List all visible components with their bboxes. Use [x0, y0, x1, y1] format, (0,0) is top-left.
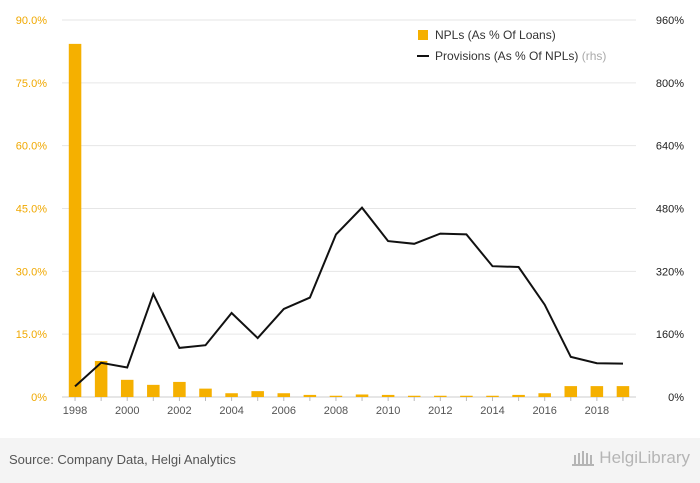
- npl-bar: [564, 386, 578, 397]
- x-tick-label: 2004: [219, 405, 243, 417]
- legend-label-npls: NPLs (As % Of Loans): [435, 28, 556, 42]
- x-tick-label: 2008: [324, 405, 348, 417]
- right-tick-label: 800%: [656, 78, 684, 90]
- npl-bar: [199, 388, 212, 397]
- npl-bar: [68, 43, 82, 397]
- npl-bar: [434, 395, 447, 397]
- npl-bar: [94, 360, 108, 397]
- footer: Source: Company Data, Helgi Analytics He…: [0, 438, 700, 483]
- npl-bar: [616, 386, 630, 397]
- provisions-line: [74, 206, 624, 388]
- left-axis: 0% 15.0% 30.0% 45.0% 60.0% 75.0% 90.0%: [16, 15, 47, 404]
- npl-bar: [381, 394, 395, 397]
- x-tick-label: 1998: [63, 405, 87, 417]
- legend-label-provisions: Provisions (As % Of NPLs) (rhs): [435, 49, 606, 63]
- x-tick-label: 2014: [480, 405, 504, 417]
- x-tick-label: 2002: [167, 405, 191, 417]
- npl-bar: [303, 394, 317, 397]
- right-axis: 0% 160% 320% 480% 640% 800% 960%: [656, 15, 684, 404]
- chart: 0% 15.0% 30.0% 45.0% 60.0% 75.0% 90.0% 0% 160% 3…: [16, 15, 684, 417]
- npl-bar: [460, 395, 473, 397]
- right-tick-label: 960%: [656, 15, 684, 27]
- npl-bar: [225, 393, 238, 397]
- left-tick-label: 75.0%: [16, 78, 47, 90]
- npl-bar: [120, 379, 134, 397]
- legend: NPLs (As % Of Loans) Provisions (As % Of…: [417, 28, 606, 63]
- npl-bars: [68, 43, 630, 397]
- library-icon: [572, 451, 595, 466]
- right-tick-label: 320%: [656, 266, 684, 278]
- left-tick-label: 0%: [31, 392, 47, 404]
- x-axis: 1998 2000 2002 2004 2006 2008 2010 2012 2014 2016…: [63, 397, 624, 417]
- npl-bar: [277, 393, 291, 397]
- x-tick-label: 2010: [376, 405, 400, 417]
- legend-rhs-note: (rhs): [582, 49, 607, 63]
- right-tick-label: 480%: [656, 204, 684, 216]
- npl-bar: [355, 394, 369, 397]
- npl-bar: [407, 395, 421, 397]
- x-tick-label: 2012: [428, 405, 452, 417]
- right-tick-label: 640%: [656, 141, 684, 153]
- npl-bar: [512, 394, 525, 397]
- x-tick-label: 2006: [272, 405, 296, 417]
- source-text: Source: Company Data, Helgi Analytics: [9, 452, 236, 467]
- npl-bar: [329, 395, 343, 397]
- helgi-library-logo[interactable]: HelgiLibrary: [571, 448, 690, 468]
- left-tick-label: 60.0%: [16, 141, 47, 153]
- npl-bar: [147, 384, 160, 397]
- npl-bar: [590, 386, 604, 397]
- npl-bar: [486, 395, 499, 397]
- logo-text: HelgiLibrary: [599, 448, 690, 467]
- right-tick-label: 0%: [668, 392, 684, 404]
- left-tick-label: 45.0%: [16, 204, 47, 216]
- npl-bar: [538, 393, 551, 397]
- npl-bar: [251, 391, 264, 397]
- npl-bar: [173, 381, 186, 397]
- legend-swatch-npls: [418, 30, 428, 40]
- left-tick-label: 30.0%: [16, 266, 47, 278]
- x-tick-label: 2016: [532, 405, 556, 417]
- x-tick-label: 2018: [585, 405, 609, 417]
- left-tick-label: 90.0%: [16, 15, 47, 27]
- right-tick-label: 160%: [656, 329, 684, 341]
- x-tick-label: 2000: [115, 405, 139, 417]
- left-tick-label: 15.0%: [16, 329, 47, 341]
- grid-lines: [62, 19, 636, 398]
